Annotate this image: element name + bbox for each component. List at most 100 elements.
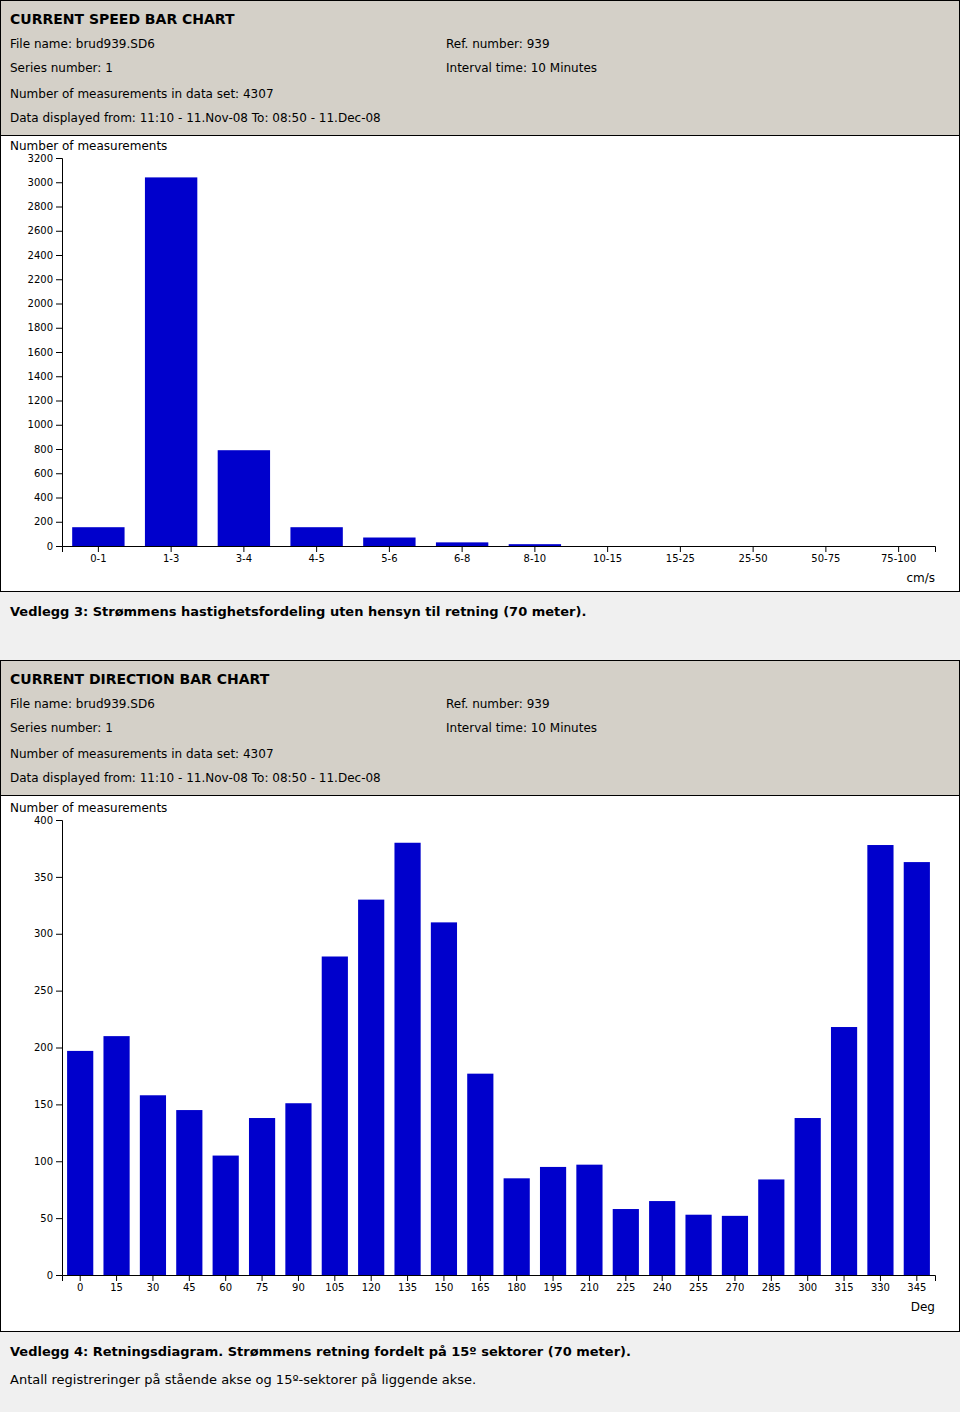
x-tick-mark bbox=[734, 1275, 735, 1281]
meta-text: Series number: 1 bbox=[10, 61, 113, 75]
x-tick: 60 bbox=[219, 1275, 232, 1293]
bar bbox=[103, 1036, 129, 1275]
y-tick: 1600 bbox=[28, 347, 62, 358]
x-tick-mark bbox=[607, 546, 608, 552]
x-tick-label: 330 bbox=[871, 1282, 890, 1293]
x-tick: 285 bbox=[762, 1275, 781, 1293]
x-tick-label: 300 bbox=[798, 1282, 817, 1293]
y-tick-label: 1400 bbox=[28, 371, 53, 382]
x-tick-label: 6-8 bbox=[454, 553, 470, 564]
x-axis: 0-11-33-44-55-66-88-1010-1515-2525-5050-… bbox=[63, 546, 936, 564]
y-tick-mark bbox=[56, 1161, 62, 1162]
x-tick: 270 bbox=[725, 1275, 744, 1293]
x-tick-mark bbox=[771, 1275, 772, 1281]
x-tick-label: 5-6 bbox=[381, 553, 397, 564]
x-tick-mark bbox=[825, 546, 826, 552]
x-tick-mark bbox=[152, 1275, 153, 1281]
y-tick: 1000 bbox=[28, 419, 62, 430]
bar bbox=[540, 1167, 566, 1275]
bar bbox=[436, 542, 488, 546]
y-tick: 2000 bbox=[28, 298, 62, 309]
x-tick: 225 bbox=[616, 1275, 635, 1293]
x-tick-mark bbox=[116, 1275, 117, 1281]
y-tick: 200 bbox=[34, 516, 62, 527]
x-tick-label: 240 bbox=[653, 1282, 672, 1293]
x-tick-mark bbox=[316, 546, 317, 552]
meta-text: Interval time: 10 Minutes bbox=[446, 61, 597, 75]
y-tick-mark bbox=[56, 449, 62, 450]
y-tick: 2200 bbox=[28, 274, 62, 285]
y-tick-mark bbox=[56, 376, 62, 377]
x-tick-label: 60 bbox=[219, 1282, 232, 1293]
x-tick: 45 bbox=[183, 1275, 196, 1293]
y-axis-label: Number of measurements bbox=[10, 139, 167, 153]
chart: CURRENT DIRECTION BAR CHARTFile name: br… bbox=[0, 661, 960, 1332]
bar bbox=[140, 1095, 166, 1275]
x-tick: 8-10 bbox=[524, 546, 547, 564]
x-tick: 240 bbox=[653, 1275, 672, 1293]
bar bbox=[795, 1118, 821, 1275]
y-tick-label: 150 bbox=[34, 1099, 53, 1110]
y-tick-label: 1800 bbox=[28, 322, 53, 333]
x-tick-mark bbox=[407, 1275, 408, 1281]
y-tick-label: 0 bbox=[47, 541, 53, 552]
bars bbox=[72, 177, 561, 546]
y-tick-mark bbox=[56, 498, 62, 499]
y-tick-label: 1600 bbox=[28, 347, 53, 358]
title: CURRENT DIRECTION BAR CHART bbox=[10, 671, 270, 687]
x-tick-mark bbox=[462, 546, 463, 552]
x-tick-mark bbox=[443, 1275, 444, 1281]
x-tick-label: 270 bbox=[725, 1282, 744, 1293]
x-tick: 5-6 bbox=[381, 546, 397, 564]
y-tick-label: 1200 bbox=[28, 395, 53, 406]
bar bbox=[727, 546, 779, 547]
bar bbox=[800, 546, 852, 547]
bar bbox=[831, 1027, 857, 1275]
x-tick-label: 15 bbox=[110, 1282, 123, 1293]
x-tick-label: 1-3 bbox=[163, 553, 179, 564]
x-tick: 105 bbox=[325, 1275, 344, 1293]
y-tick: 3000 bbox=[28, 177, 62, 188]
bar bbox=[67, 1051, 93, 1275]
x-tick-mark bbox=[480, 1275, 481, 1281]
y-tick-mark bbox=[56, 473, 62, 474]
y-tick-label: 0 bbox=[47, 1270, 53, 1281]
x-tick: 255 bbox=[689, 1275, 708, 1293]
x-tick-mark bbox=[98, 546, 99, 552]
y-tick: 50 bbox=[40, 1213, 62, 1224]
x-tick-label: 105 bbox=[325, 1282, 344, 1293]
x-tick: 50-75 bbox=[811, 546, 840, 564]
y-tick: 2600 bbox=[28, 225, 62, 236]
bar bbox=[904, 862, 930, 1275]
bar bbox=[654, 546, 706, 547]
x-tick-label: 30 bbox=[147, 1282, 160, 1293]
meta-text: Data displayed from: 11:10 - 11.Nov-08 T… bbox=[10, 771, 381, 785]
chart: CURRENT SPEED BAR CHARTFile name: brud93… bbox=[0, 1, 960, 592]
bar bbox=[285, 1103, 311, 1275]
x-tick-label: 8-10 bbox=[524, 553, 547, 564]
x-tick-mark bbox=[807, 1275, 808, 1281]
y-tick: 150 bbox=[34, 1099, 62, 1110]
y-tick: 0 bbox=[47, 541, 62, 552]
y-tick-mark bbox=[56, 546, 62, 547]
x-tick-mark bbox=[298, 1275, 299, 1281]
bar bbox=[509, 544, 561, 546]
x-tick-mark bbox=[516, 1275, 517, 1281]
x-tick: 120 bbox=[362, 1275, 381, 1293]
x-tick: 0-1 bbox=[90, 546, 106, 564]
bar bbox=[72, 527, 124, 546]
chart-box bbox=[1, 1, 960, 592]
y-tick-label: 2800 bbox=[28, 201, 53, 212]
y-tick: 3200 bbox=[28, 153, 62, 164]
header-rule bbox=[0, 795, 960, 796]
x-tick-mark bbox=[389, 546, 390, 552]
x-tick: 210 bbox=[580, 1275, 599, 1293]
x-tick: 1-3 bbox=[163, 546, 179, 564]
bar bbox=[722, 1216, 748, 1275]
x-tick-label: 195 bbox=[544, 1282, 563, 1293]
y-tick-label: 50 bbox=[40, 1213, 53, 1224]
x-tick: 75-100 bbox=[881, 546, 916, 564]
y-tick-label: 300 bbox=[34, 928, 53, 939]
bar bbox=[394, 843, 420, 1275]
x-tick-label: 0 bbox=[77, 1282, 83, 1293]
